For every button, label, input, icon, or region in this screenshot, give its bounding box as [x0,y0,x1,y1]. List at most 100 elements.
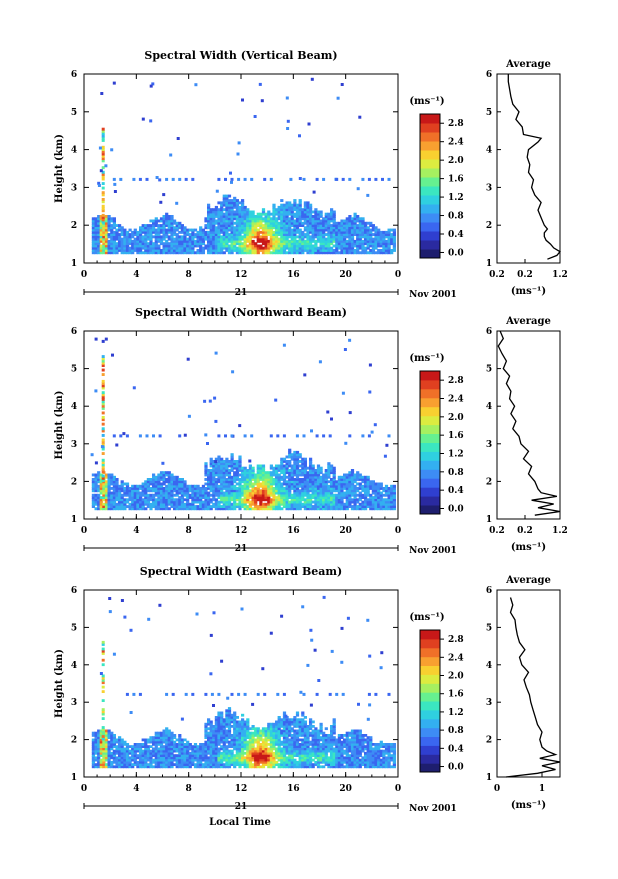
heatmap-cell [102,146,105,149]
heatmap-cell [172,178,175,181]
heatmap-cell [102,187,105,190]
y-axis-label: Height (km) [54,134,65,203]
avg-y-tick-label: 3 [486,440,492,450]
heatmap-cell [152,434,155,437]
heatmap-cells [92,596,396,768]
heatmap-cell [369,364,372,367]
heatmap-cell [272,204,275,207]
heatmap-cell [159,434,162,437]
heatmap-cell [330,418,333,421]
heatmap-cell [238,456,241,459]
heatmap-cell [320,211,323,214]
heatmap-cell [270,434,273,437]
average-xlabel: (ms⁻¹) [511,542,546,553]
avg-y-tick-label: 3 [486,183,492,193]
colorbar-tick-label: 0.8 [448,468,464,478]
heatmap-cell [224,434,227,437]
heatmap-cell [110,148,113,151]
colorbar-swatch [420,407,440,416]
heatmap-cell [329,434,332,437]
heatmap-cell [299,199,302,202]
heatmap-cell [280,199,283,202]
colorbar-swatch [420,240,440,250]
heatmap-cell [102,166,105,169]
heatmap-cell [341,83,344,86]
colorbar-swatch [420,478,440,487]
heatmap-cell [183,480,186,483]
heatmap-cell [210,721,213,724]
colorbar-tick-label: 1.2 [448,193,464,203]
heatmap-cell [217,178,220,181]
heatmap-cell [173,734,176,737]
colorbar-swatch [420,222,440,232]
heatmap-cell [368,434,371,437]
heatmap-cell [126,434,129,437]
heatmap-cell [146,178,149,181]
heatmap-cell [105,338,108,341]
heatmap-cell [126,483,129,486]
x-tick-label: 8 [186,270,192,280]
heatmap-cell [111,354,114,357]
colorbar-swatch [420,231,440,241]
avg-x-tick-label: 1.2 [552,526,568,536]
heatmap-cell [380,483,383,486]
heatmap-cells [92,78,396,254]
colorbar-swatch [420,425,440,434]
heatmap-cell [99,147,102,150]
heatmap-cell [203,400,206,403]
x-tick-label: 4 [133,526,139,536]
heatmap-cell [229,172,232,175]
heatmap-cell [313,191,316,194]
heatmap-cell [98,184,101,187]
heatmap-cell [316,434,319,437]
colorbar-tick-label: 0.0 [448,248,464,258]
heatmap-cell [102,434,105,437]
avg-y-tick-label: 5 [486,365,492,375]
y-tick-label: 2 [71,221,77,231]
heatmap-cell [104,164,107,167]
heatmap-cell [215,352,218,355]
heatmap-cell [303,434,306,437]
heatmap-cell [213,397,216,400]
heatmap-cell [381,178,384,181]
heatmap-cell [263,178,266,181]
heatmap-cell [283,434,286,437]
heatmap-cell [178,734,181,737]
avg-y-tick-label: 5 [486,108,492,118]
heatmap-cell [146,434,149,437]
heatmap-cell [132,178,135,181]
x-tick-label: 12 [235,270,248,280]
x-tick-label: 16 [287,526,300,536]
x-tick-label: 20 [339,526,352,536]
heatmap-cell [248,460,251,463]
heatmap-cell [102,416,105,419]
heatmap-cell [250,178,253,181]
heatmap-cell [244,178,247,181]
heatmap-cell [236,716,239,719]
colorbar-swatch [420,496,440,505]
colorbar-swatch [420,398,440,407]
heatmap-cell [298,134,301,137]
x-tick-label: 12 [235,526,248,536]
avg-y-tick-label: 4 [486,402,492,412]
heatmap-cell [158,178,161,181]
heatmap-cell [214,420,217,423]
date-label: Nov 2001 [409,290,457,300]
colorbar-swatch [420,141,440,151]
heatmap-cell [384,455,387,458]
heatmap-cell [149,119,152,122]
x-tick-label: 0 [81,270,87,280]
heatmap-cell [94,389,97,392]
average-profile-line [498,331,560,515]
heatmap-cell [102,475,105,478]
heatmap-cell [156,176,159,179]
heatmap-cell [299,177,302,180]
x-axis-label: Local Time [209,817,271,828]
colorbar-swatch [420,443,440,452]
y-tick-label: 2 [71,477,77,487]
colorbar-tick-label: 0.4 [448,486,464,496]
colorbar-tick-label: 0.4 [448,230,464,240]
colorbar-swatch [420,132,440,142]
heatmap-cell [241,99,244,102]
colorbar-tick-label: 1.6 [448,431,464,441]
